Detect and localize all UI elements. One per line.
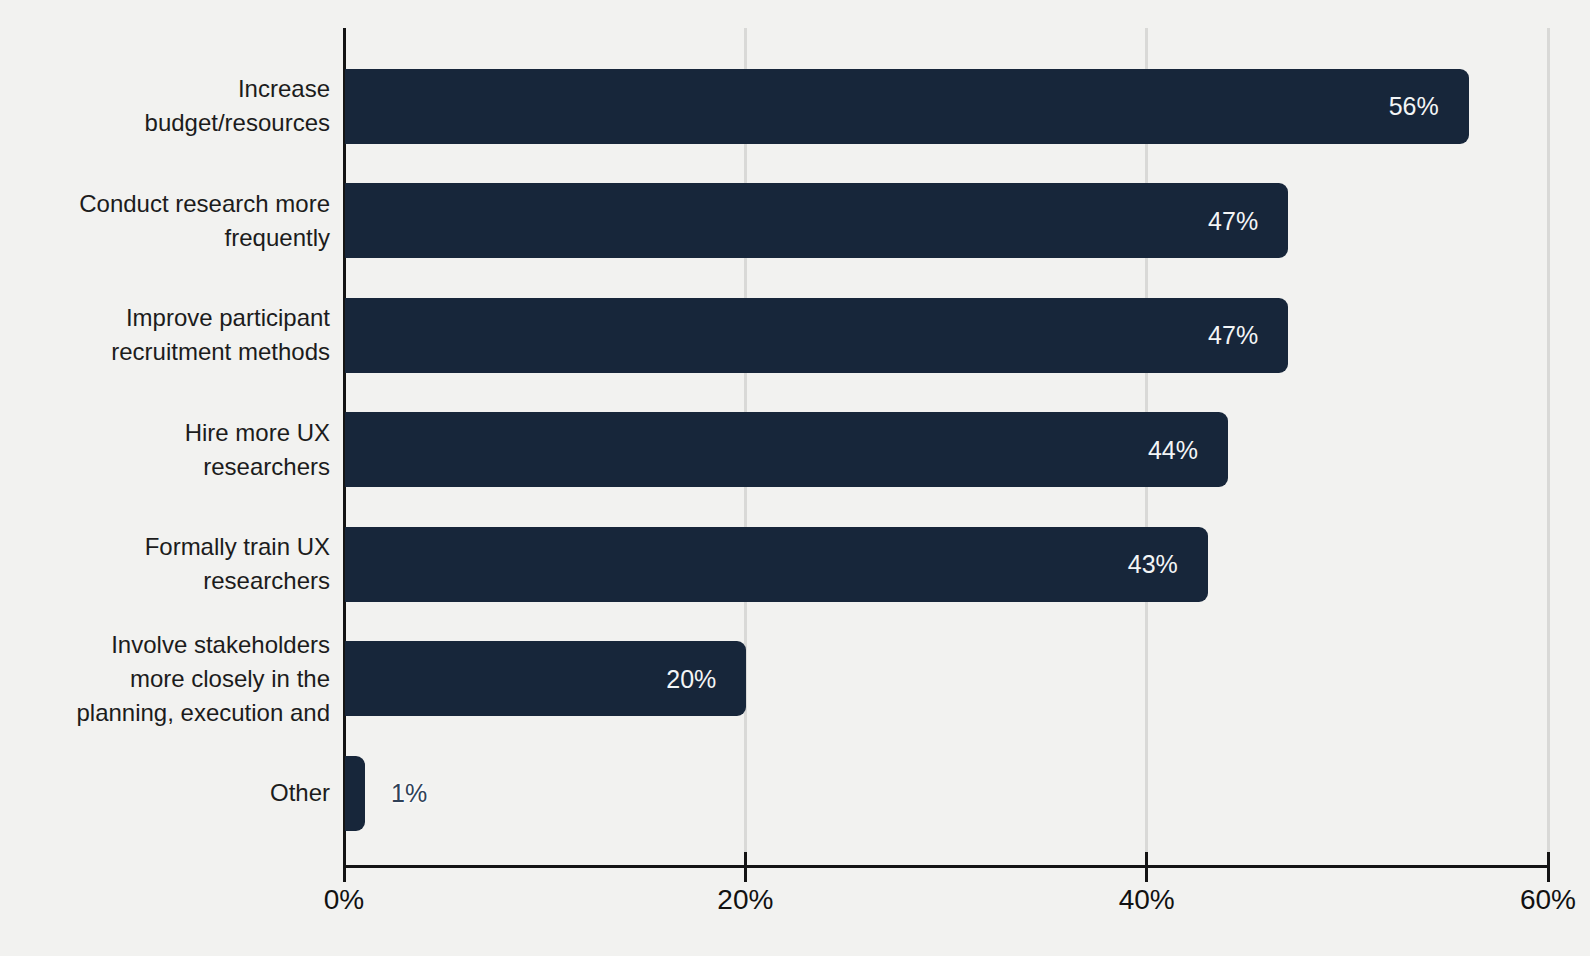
x-tick-label: 0% [324,884,364,916]
category-label: Other [0,776,330,810]
x-axis-line [343,865,1550,868]
bar: 20% [345,641,746,716]
bar-value-label: 44% [1148,435,1198,464]
bar: 47% [345,298,1288,373]
x-tick-label: 20% [717,884,773,916]
category-label: Involve stakeholders more closely in the… [0,628,330,730]
bar-value-label: 43% [1128,550,1178,579]
bar: 43% [345,527,1208,602]
x-tick-label: 60% [1520,884,1576,916]
bar: 44% [345,412,1228,487]
category-label: Increase budget/resources [0,72,330,140]
x-tick [744,852,747,882]
bar-value-label: 47% [1208,321,1258,350]
x-tick [1547,852,1550,882]
bar-value-label: 1% [391,779,427,808]
x-tick [1145,852,1148,882]
bar-value-label: 47% [1208,206,1258,235]
bar: 47% [345,183,1288,258]
category-label: Improve participant recruitment methods [0,301,330,369]
x-tick [343,852,346,882]
bar-chart: Increase budget/resources 56% Conduct rese… [0,0,1590,956]
bar-value-label: 20% [666,664,716,693]
x-tick-label: 40% [1119,884,1175,916]
category-label: Hire more UX researchers [0,416,330,484]
bar-value-label: 56% [1389,92,1439,121]
bar [345,756,365,831]
category-label: Formally train UX researchers [0,530,330,598]
category-label: Conduct research more frequently [0,187,330,255]
gridline-60pct [1547,28,1550,866]
bar: 56% [345,69,1469,144]
